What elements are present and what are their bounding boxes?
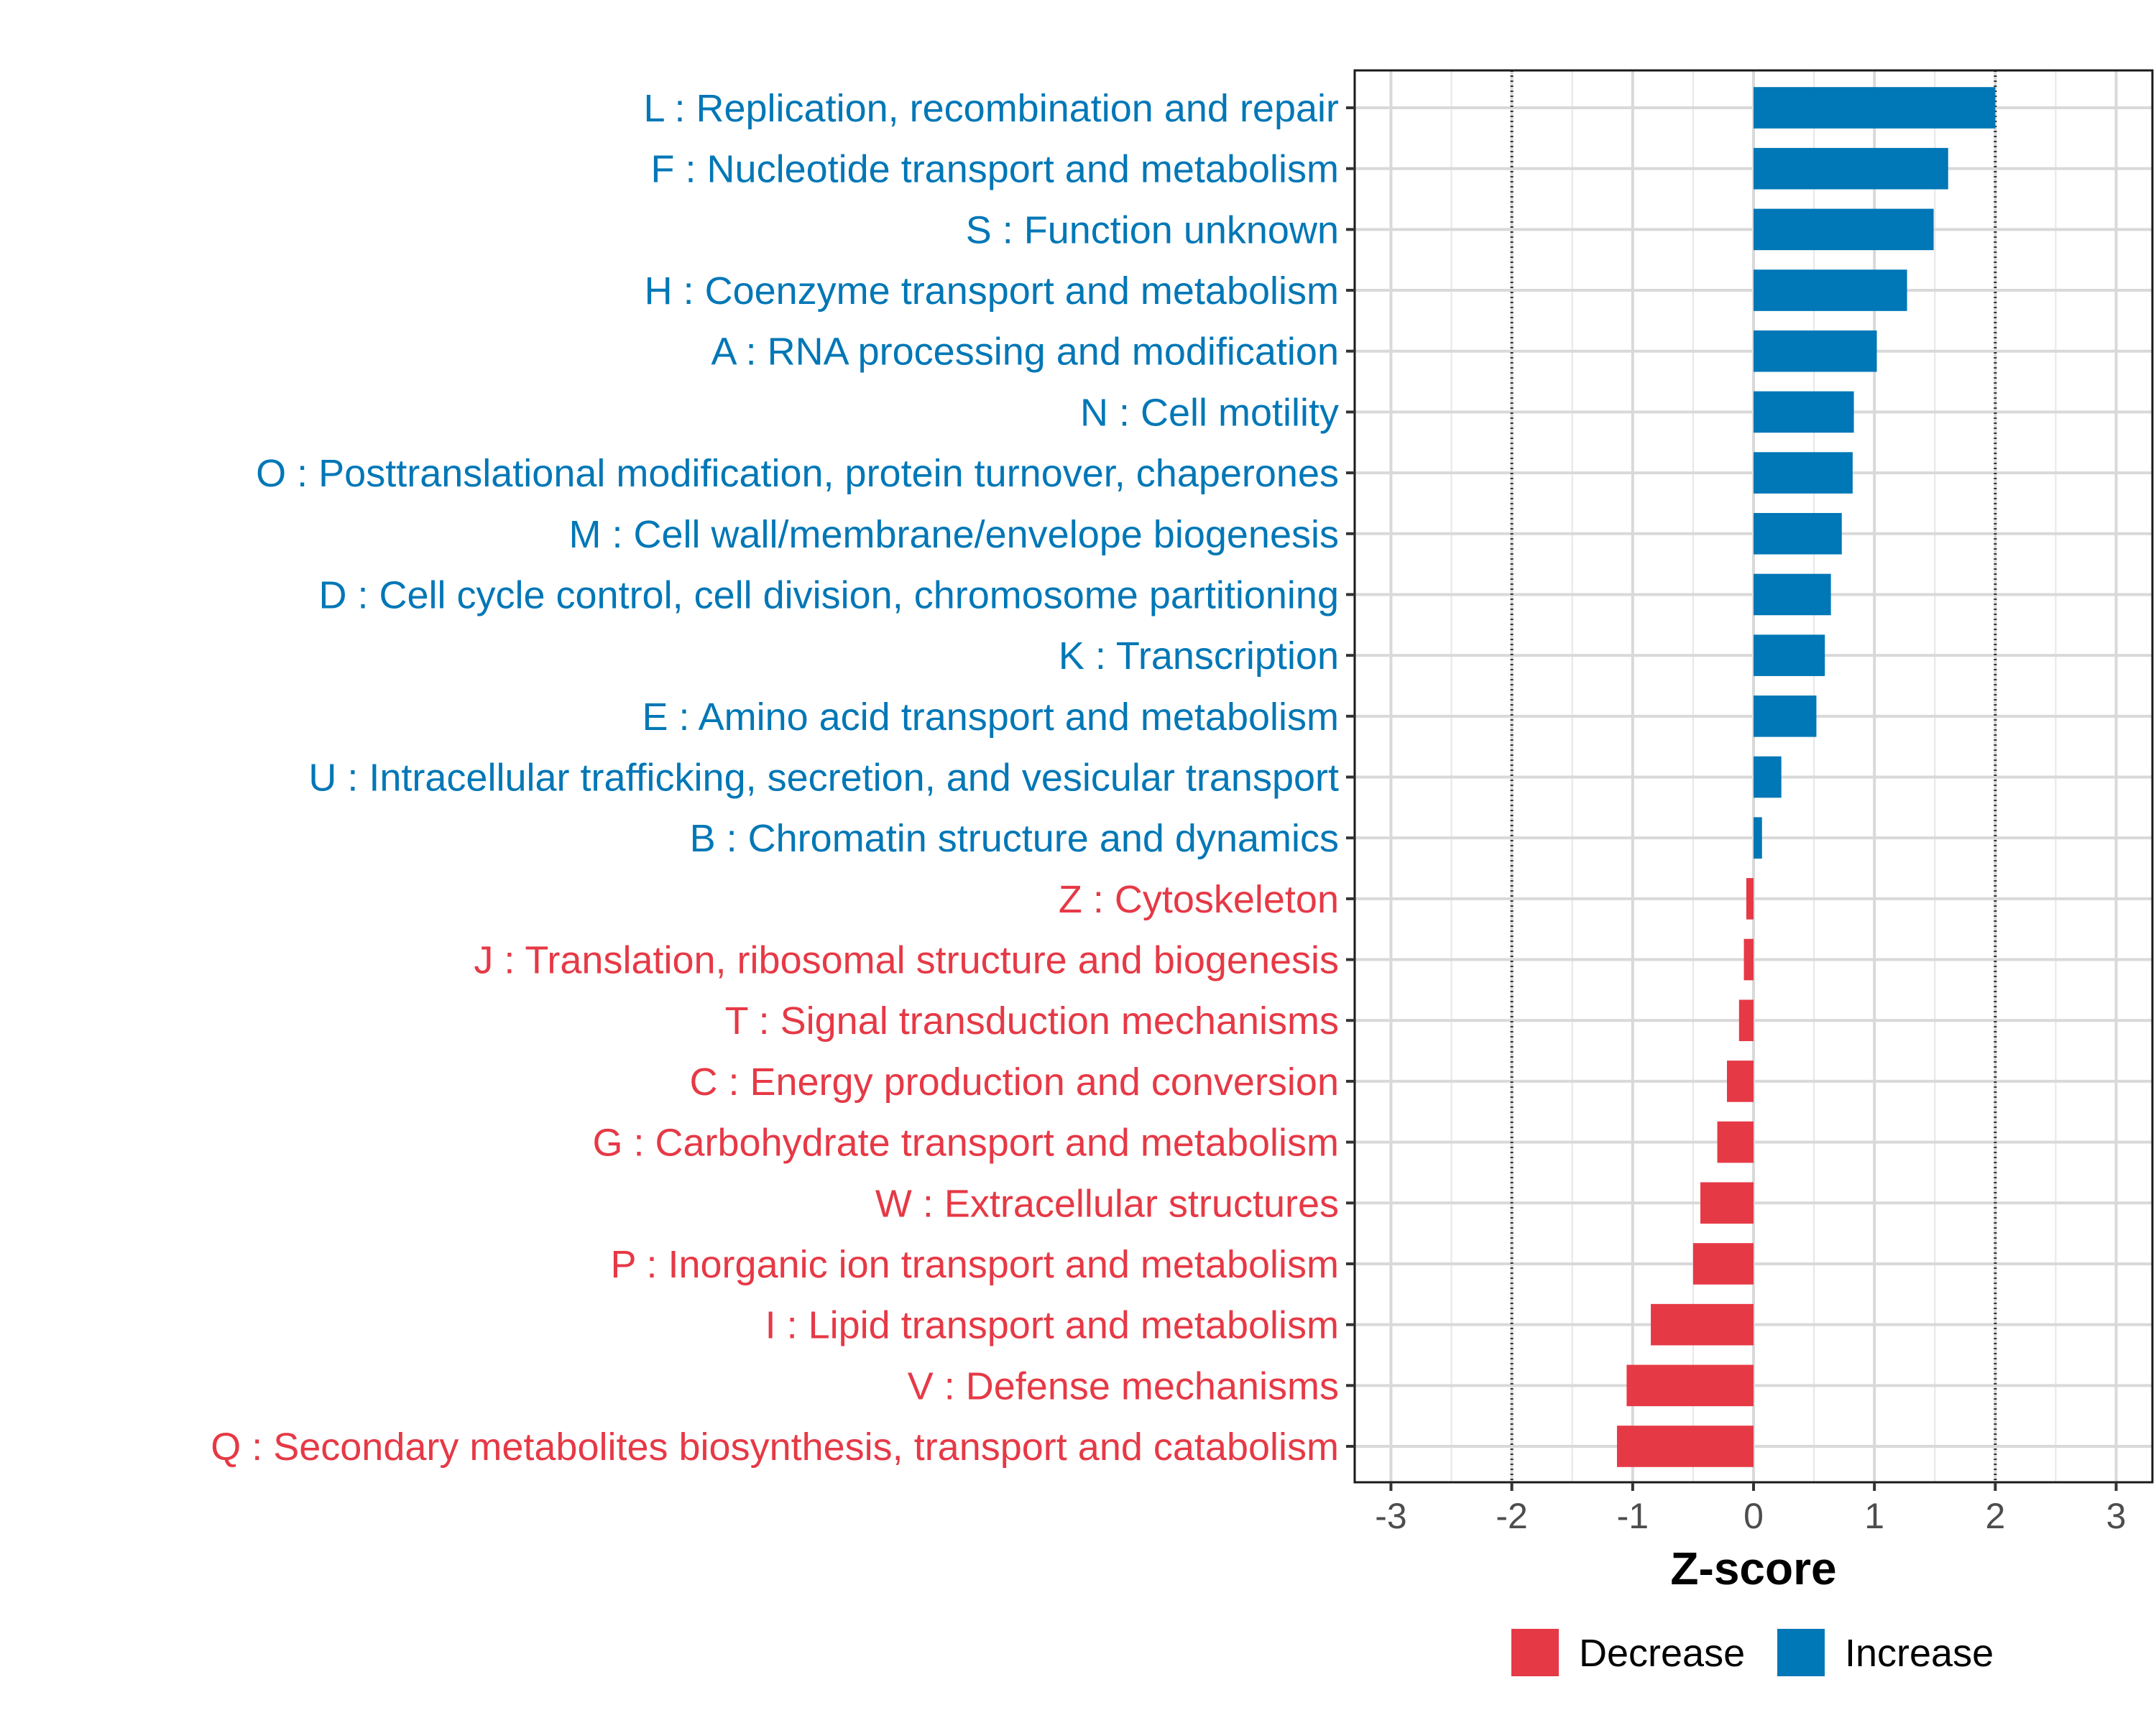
category-label: G : Carbohydrate transport and metabolis… bbox=[593, 1122, 1340, 1165]
bar-increase bbox=[1754, 208, 1934, 251]
bar-decrease bbox=[1743, 938, 1754, 981]
category-label: P : Inorganic ion transport and metaboli… bbox=[610, 1243, 1339, 1286]
bar-decrease bbox=[1651, 1303, 1754, 1346]
bar-decrease bbox=[1626, 1364, 1754, 1407]
bar-increase bbox=[1754, 87, 1996, 129]
category-label: I : Lipid transport and metabolism bbox=[765, 1304, 1339, 1347]
bar-increase bbox=[1754, 696, 1817, 737]
legend-label-increase: Increase bbox=[1845, 1632, 1994, 1675]
category-label: B : Chromatin structure and dynamics bbox=[690, 817, 1339, 860]
bar-increase bbox=[1754, 452, 1853, 494]
bar-increase bbox=[1754, 756, 1782, 798]
category-label: F : Nucleotide transport and metabolism bbox=[651, 148, 1339, 191]
legend-key-increase bbox=[1777, 1629, 1825, 1676]
x-tick-label: 3 bbox=[2106, 1496, 2127, 1536]
category-label: Z : Cytoskeleton bbox=[1059, 878, 1339, 921]
x-tick-label: 1 bbox=[1864, 1496, 1884, 1536]
category-label: N : Cell motility bbox=[1080, 391, 1339, 434]
x-tick-label: -3 bbox=[1375, 1496, 1406, 1536]
bar-increase bbox=[1754, 330, 1877, 372]
x-tick-label: 2 bbox=[1985, 1496, 2005, 1536]
category-label: A : RNA processing and modification bbox=[711, 331, 1339, 374]
legend: Decrease Increase bbox=[1511, 1629, 1994, 1676]
bar-decrease bbox=[1727, 1061, 1754, 1102]
x-tick-label: -2 bbox=[1496, 1496, 1527, 1536]
category-label: J : Translation, ribosomal structure and… bbox=[474, 939, 1339, 982]
category-label: E : Amino acid transport and metabolism bbox=[642, 696, 1339, 739]
bar-increase bbox=[1754, 634, 1825, 676]
category-label: L : Replication, recombination and repai… bbox=[643, 87, 1339, 130]
x-axis: -3 -2 -1 0 1 2 3 bbox=[1375, 1482, 2126, 1536]
bar-increase bbox=[1754, 573, 1831, 616]
category-label: D : Cell cycle control, cell division, c… bbox=[318, 573, 1339, 616]
bars bbox=[1616, 87, 1996, 1467]
bar-decrease bbox=[1717, 1121, 1754, 1163]
category-label: U : Intracellular trafficking, secretion… bbox=[308, 757, 1339, 800]
y-axis: L : Replication, recombination and repai… bbox=[211, 87, 1355, 1469]
bar-increase bbox=[1754, 817, 1762, 859]
bar-increase bbox=[1754, 269, 1907, 311]
x-tick-label: 0 bbox=[1743, 1496, 1764, 1536]
category-label: V : Defense mechanisms bbox=[908, 1364, 1339, 1408]
bar-decrease bbox=[1692, 1243, 1754, 1285]
category-label: S : Function unknown bbox=[966, 208, 1339, 251]
category-label: O : Posttranslational modification, prot… bbox=[256, 452, 1339, 495]
bar-decrease bbox=[1700, 1182, 1754, 1224]
bar-decrease bbox=[1738, 999, 1754, 1042]
category-label: K : Transcription bbox=[1059, 634, 1339, 678]
x-axis-title: Z-score bbox=[1670, 1543, 1836, 1594]
category-label: Q : Secondary metabolites biosynthesis, … bbox=[211, 1426, 1339, 1469]
category-label: M : Cell wall/membrane/envelope biogenes… bbox=[568, 513, 1339, 556]
category-label: H : Coenzyme transport and metabolism bbox=[645, 269, 1339, 313]
category-label: C : Energy production and conversion bbox=[689, 1061, 1339, 1104]
category-label: T : Signal transduction mechanisms bbox=[725, 999, 1339, 1043]
bar-decrease bbox=[1616, 1426, 1754, 1467]
bar-increase bbox=[1754, 147, 1948, 190]
legend-key-decrease bbox=[1511, 1629, 1559, 1676]
bar-increase bbox=[1754, 391, 1854, 433]
legend-label-decrease: Decrease bbox=[1579, 1632, 1745, 1675]
x-tick-label: -1 bbox=[1617, 1496, 1649, 1536]
bar-decrease bbox=[1746, 878, 1754, 920]
bar-increase bbox=[1754, 512, 1842, 555]
category-label: W : Extracellular structures bbox=[875, 1182, 1339, 1225]
